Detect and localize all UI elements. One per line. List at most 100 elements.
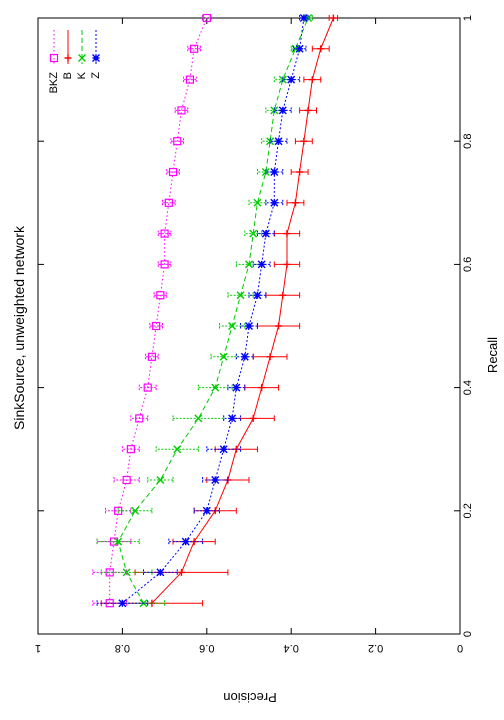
- data-point: [274, 137, 283, 146]
- y-axis-label: Precision: [223, 690, 276, 705]
- legend-marker: [92, 54, 100, 62]
- data-point: [300, 137, 308, 145]
- legend-marker: [78, 54, 86, 62]
- legend-marker: [64, 54, 72, 62]
- data-point: [177, 568, 185, 576]
- series-layer: [92, 13, 339, 608]
- data-point: [194, 414, 203, 423]
- data-point: [114, 537, 123, 546]
- data-point: [181, 537, 190, 546]
- error-bar: [187, 45, 201, 52]
- data-point: [257, 260, 266, 269]
- y-tick-label: 0.4: [284, 642, 299, 654]
- error-bar: [138, 384, 157, 391]
- data-point: [202, 13, 211, 23]
- data-point: [266, 353, 274, 361]
- data-point: [147, 352, 157, 361]
- data-point: [245, 260, 253, 269]
- data-point: [173, 137, 182, 146]
- error-bar: [157, 230, 172, 237]
- plot-frame: [37, 17, 461, 635]
- data-point: [152, 321, 161, 331]
- x-tick-label: 1: [462, 15, 474, 21]
- data-point: [160, 229, 169, 238]
- error-bar: [166, 169, 180, 175]
- y-tick-label: 0.2: [368, 642, 383, 654]
- data-point: [287, 75, 296, 84]
- data-point: [219, 352, 228, 361]
- data-point: [160, 260, 169, 269]
- data-point: [279, 291, 287, 299]
- data-point: [270, 198, 279, 207]
- error-bar: [117, 507, 153, 514]
- data-point: [253, 291, 262, 300]
- ticks-layer: 0 0.2 0.4 0.6 0.8 1 0 0.2 0.4 0.6 0.8 1: [35, 15, 474, 654]
- error-bar: [145, 353, 159, 360]
- data-point: [266, 137, 275, 146]
- error-bar: [168, 538, 204, 545]
- error-bar: [153, 292, 168, 299]
- error-bar: [149, 323, 163, 329]
- y-tick-label: 0.8: [115, 642, 130, 654]
- error-bar: [292, 45, 307, 52]
- data-point: [261, 168, 270, 176]
- error-bar: [147, 477, 174, 483]
- legend-label: Z: [90, 72, 102, 79]
- error-bar: [197, 384, 233, 391]
- legend-label: BKZ: [48, 72, 60, 94]
- data-point: [240, 352, 249, 361]
- x-axis-label: Recall: [485, 337, 500, 373]
- error-bar: [157, 261, 172, 268]
- data-point: [156, 291, 165, 300]
- legend-entry-k: K: [76, 30, 88, 79]
- error-bar: [202, 477, 229, 483]
- data-point: [249, 414, 257, 422]
- legend-entry-z: Z: [90, 30, 102, 79]
- data-point: [317, 45, 325, 53]
- data-point: [164, 198, 173, 207]
- error-bar: [130, 415, 149, 422]
- data-point: [168, 167, 178, 177]
- data-point: [270, 106, 279, 115]
- data-point: [295, 44, 304, 53]
- data-point: [118, 599, 127, 608]
- error-bar: [202, 15, 212, 21]
- x-tick-label: 0.4: [462, 380, 474, 395]
- data-point: [190, 44, 199, 53]
- data-point: [258, 384, 266, 392]
- x-tick-label: 0: [462, 631, 474, 637]
- data-point: [211, 383, 220, 392]
- data-point: [278, 75, 287, 84]
- series-line-k: [117, 17, 309, 604]
- data-point: [261, 229, 270, 238]
- error-bar: [183, 76, 197, 83]
- data-point: [245, 322, 253, 330]
- y-tick-label: 1: [35, 642, 41, 654]
- legend-marker: [49, 53, 59, 63]
- data-point: [228, 414, 237, 423]
- series-z: [96, 14, 309, 608]
- data-point: [135, 414, 144, 423]
- error-bar: [174, 107, 189, 114]
- x-tick-label: 0.6: [462, 257, 474, 272]
- data-point: [122, 475, 131, 485]
- error-bar: [193, 507, 220, 514]
- data-point: [291, 199, 299, 207]
- y-tick-label: 0: [457, 642, 463, 654]
- legend-entry-b: B: [62, 30, 74, 79]
- error-bar: [113, 477, 140, 483]
- error-bar: [206, 446, 242, 453]
- data-point: [202, 506, 211, 515]
- data-point: [131, 506, 140, 515]
- data-point: [278, 106, 287, 115]
- legend-label: K: [76, 71, 88, 79]
- error-bar: [227, 292, 254, 299]
- error-bar: [121, 446, 140, 453]
- series-line-b: [151, 17, 334, 604]
- error-bar: [218, 323, 246, 329]
- data-point: [329, 14, 337, 22]
- legend-label: B: [62, 72, 74, 79]
- data-point: [156, 476, 165, 484]
